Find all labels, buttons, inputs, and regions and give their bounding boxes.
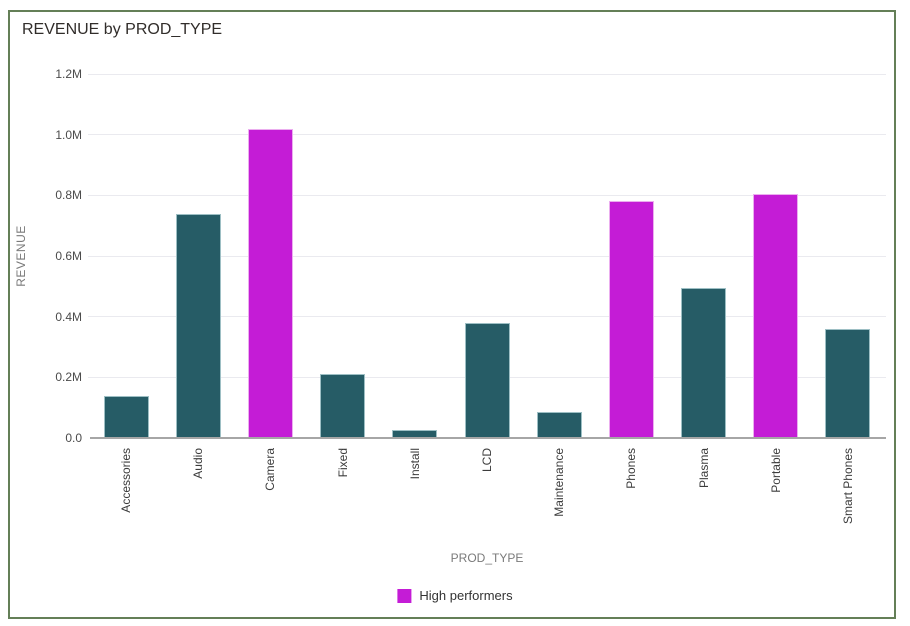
bar-fixed[interactable] bbox=[320, 374, 366, 438]
gridline bbox=[88, 316, 886, 318]
x-category-label-fixed: Fixed bbox=[335, 448, 350, 478]
x-category-label-install: Install bbox=[407, 448, 422, 480]
bar-plasma[interactable] bbox=[681, 287, 727, 438]
chart-title: REVENUE by PROD_TYPE bbox=[22, 21, 223, 38]
bar-camera[interactable] bbox=[247, 128, 293, 438]
bar-portable[interactable] bbox=[753, 193, 799, 438]
x-category-label-accessories: Accessories bbox=[119, 448, 134, 513]
bar-smart-phones[interactable] bbox=[825, 328, 871, 438]
y-tick-label: 0.0 bbox=[65, 431, 82, 445]
bar-accessories[interactable] bbox=[103, 395, 149, 438]
y-tick-label: 0.8M bbox=[55, 188, 82, 203]
x-category-label-lcd: LCD bbox=[480, 448, 494, 473]
y-axis-ticks: 0.0 0.2M 0.4M 0.6M 0.8M 1.0M 1.2M bbox=[0, 67, 82, 445]
x-category-label-phones: Phones bbox=[624, 448, 639, 489]
x-category-label-audio: Audio bbox=[191, 448, 206, 479]
gridline bbox=[88, 134, 886, 136]
y-tick-label: 0.4M bbox=[55, 309, 82, 324]
x-category-label-camera: Camera bbox=[263, 448, 278, 491]
plot-area bbox=[88, 73, 886, 438]
y-tick-label: 1.0M bbox=[55, 127, 82, 142]
y-tick-label: 0.2M bbox=[55, 370, 82, 385]
x-category-label-maintenance: Maintenance bbox=[552, 448, 567, 517]
x-category-label-portable: Portable bbox=[768, 448, 783, 493]
legend-label-high-performers: High performers bbox=[419, 588, 513, 603]
x-category-label-smart-phones: Smart Phones bbox=[840, 448, 855, 525]
x-axis-category-labels: Accessories Audio Camera Fixed Install LCD Mai… bbox=[90, 448, 884, 552]
bar-lcd[interactable] bbox=[464, 322, 510, 438]
x-category-label-plasma: Plasma bbox=[696, 448, 711, 489]
gridline bbox=[88, 73, 886, 75]
gridline bbox=[88, 255, 886, 257]
gridline bbox=[88, 194, 886, 196]
x-axis-line bbox=[90, 437, 886, 439]
bar-maintenance[interactable] bbox=[536, 412, 582, 438]
y-tick-label: 0.6M bbox=[55, 249, 82, 263]
bar-audio[interactable] bbox=[175, 213, 221, 438]
legend-swatch-high-performers-icon bbox=[397, 588, 412, 603]
y-tick-label: 1.2M bbox=[55, 67, 82, 81]
legend[interactable]: High performers bbox=[397, 588, 513, 603]
x-axis-title: PROD_TYPE bbox=[450, 551, 524, 565]
bar-phones[interactable] bbox=[608, 201, 654, 438]
